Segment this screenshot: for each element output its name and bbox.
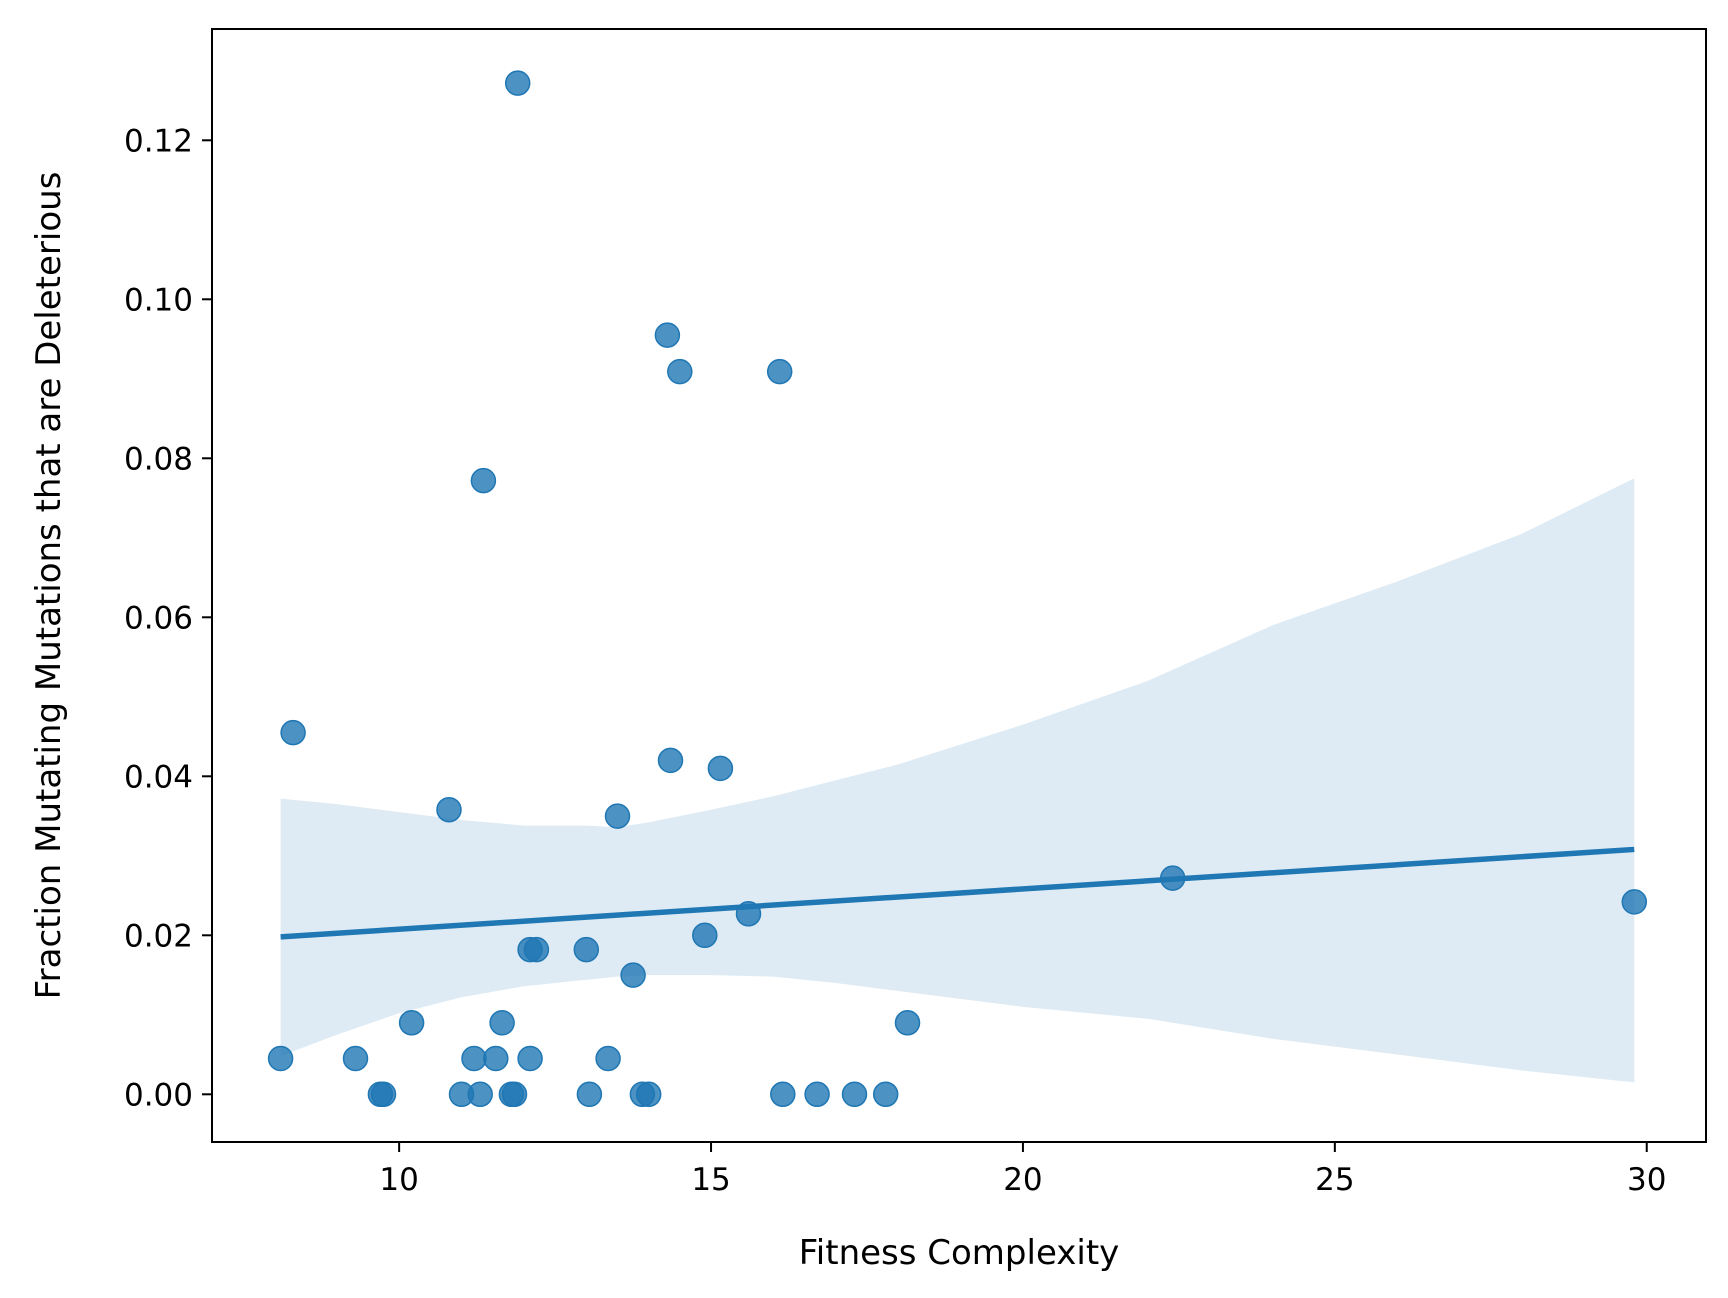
- data-point: [436, 796, 462, 823]
- data-point: [770, 1081, 796, 1108]
- data-point: [267, 1045, 294, 1072]
- x-tick-label: 25: [1315, 1162, 1354, 1198]
- regression-line: [280, 846, 1635, 940]
- data-point: [501, 1081, 528, 1108]
- data-point: [635, 1081, 662, 1108]
- data-point: [517, 1045, 543, 1072]
- data-point: [280, 719, 306, 746]
- y-tick-label: 0.06: [124, 600, 193, 636]
- data-point: [1621, 889, 1648, 915]
- y-tick-label: 0.10: [124, 282, 193, 318]
- data-point: [576, 1081, 603, 1108]
- y-tick-label: 0.02: [124, 918, 193, 954]
- y-tick-label: 0.00: [124, 1077, 193, 1113]
- data-point: [595, 1045, 621, 1072]
- data-point: [654, 322, 681, 348]
- data-point: [398, 1010, 425, 1036]
- x-tick-label: 10: [379, 1162, 418, 1198]
- data-points-layer: [267, 70, 1648, 1108]
- regression-line-layer: [280, 846, 1635, 940]
- data-point: [657, 747, 684, 774]
- data-point: [489, 1010, 515, 1036]
- y-tick-label: 0.04: [124, 759, 193, 795]
- data-point: [1159, 865, 1186, 891]
- data-point: [766, 358, 793, 385]
- x-axis-label: Fitness Complexity: [799, 1233, 1120, 1273]
- data-point: [461, 1045, 487, 1072]
- data-point: [735, 901, 762, 927]
- data-point: [370, 1081, 397, 1108]
- data-point: [620, 962, 646, 988]
- data-point: [841, 1081, 868, 1108]
- y-tick-label: 0.08: [124, 441, 193, 477]
- data-point: [467, 1081, 493, 1108]
- confidence-band-layer: [280, 478, 1635, 1083]
- data-point: [804, 1081, 830, 1108]
- data-point: [692, 922, 718, 949]
- data-point: [573, 936, 600, 963]
- data-point: [342, 1045, 369, 1072]
- x-tick-label: 30: [1627, 1162, 1666, 1198]
- data-point: [504, 70, 531, 96]
- y-tick-label: 0.12: [124, 123, 193, 159]
- axis-ticks-layer: 10 15 20 25 30 0.00 0.02 0.04 0.06 0.08 0.10 0.12: [124, 123, 1666, 1198]
- x-tick-label: 15: [691, 1162, 730, 1198]
- data-point: [667, 358, 693, 385]
- plot-area-frame: [211, 28, 1707, 1143]
- data-point: [523, 936, 550, 963]
- data-point: [894, 1010, 921, 1036]
- data-point: [604, 803, 631, 829]
- y-axis-label: Fraction Mutating Mutations that are Del…: [29, 172, 69, 1000]
- x-tick-label: 20: [1003, 1162, 1042, 1198]
- confidence-band: [280, 478, 1635, 1083]
- data-point: [707, 755, 734, 782]
- data-point: [872, 1081, 899, 1108]
- data-point: [470, 467, 497, 494]
- data-point: [483, 1045, 509, 1072]
